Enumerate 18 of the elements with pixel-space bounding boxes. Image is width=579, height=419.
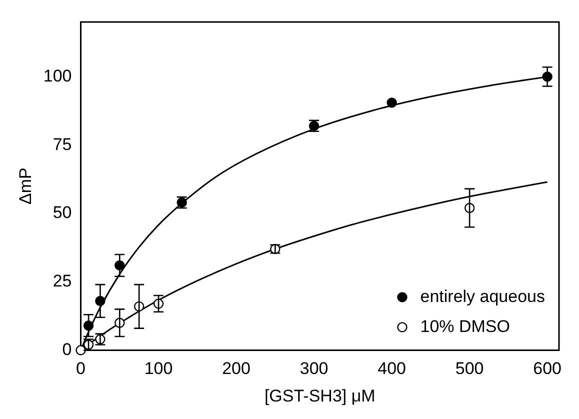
y-tick-label: 100 [43, 66, 72, 86]
x-tick-label: 400 [378, 359, 406, 378]
x-tick-label: 0 [76, 359, 86, 378]
y-tick-label: 50 [52, 203, 72, 222]
y-tick-label: 0 [62, 340, 72, 359]
point [386, 98, 397, 108]
x-tick-label: 500 [455, 359, 484, 378]
x-tick-label: 100 [144, 359, 173, 378]
x-axis-title: [GST-SH3] μM [264, 386, 376, 406]
x-tick-label: 600 [533, 359, 562, 378]
x-tick-label: 200 [222, 359, 250, 378]
x-tick-label: 300 [300, 359, 328, 378]
legend-label: 10% DMSO [420, 316, 510, 336]
point [76, 345, 86, 356]
y-tick-label: 25 [52, 272, 72, 291]
y-tick-label: 75 [52, 134, 72, 154]
legend-label: entirely aqueous [420, 286, 546, 306]
y-axis-title: ΔmP [16, 168, 35, 205]
